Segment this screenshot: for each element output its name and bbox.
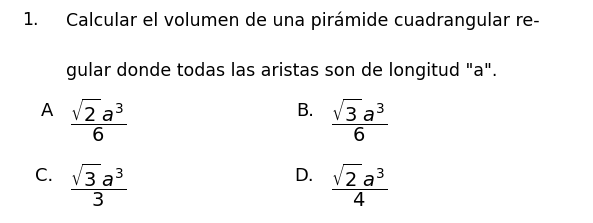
Text: B.: B. xyxy=(296,103,314,120)
Text: $\dfrac{\sqrt{2}\,a^3}{6}$: $\dfrac{\sqrt{2}\,a^3}{6}$ xyxy=(70,97,126,144)
Text: A: A xyxy=(41,103,53,120)
Text: Calcular el volumen de una pirámide cuadrangular re-: Calcular el volumen de una pirámide cuad… xyxy=(66,11,540,30)
Text: $\dfrac{\sqrt{3}\,a^3}{3}$: $\dfrac{\sqrt{3}\,a^3}{3}$ xyxy=(70,161,126,209)
Text: gular donde todas las aristas son de longitud "a".: gular donde todas las aristas son de lon… xyxy=(66,62,498,81)
Text: C.: C. xyxy=(35,167,53,185)
Text: D.: D. xyxy=(295,167,314,185)
Text: $\dfrac{\sqrt{3}\,a^3}{6}$: $\dfrac{\sqrt{3}\,a^3}{6}$ xyxy=(331,97,387,144)
Text: 1.: 1. xyxy=(23,11,39,29)
Text: $\dfrac{\sqrt{2}\,a^3}{4}$: $\dfrac{\sqrt{2}\,a^3}{4}$ xyxy=(331,161,387,209)
